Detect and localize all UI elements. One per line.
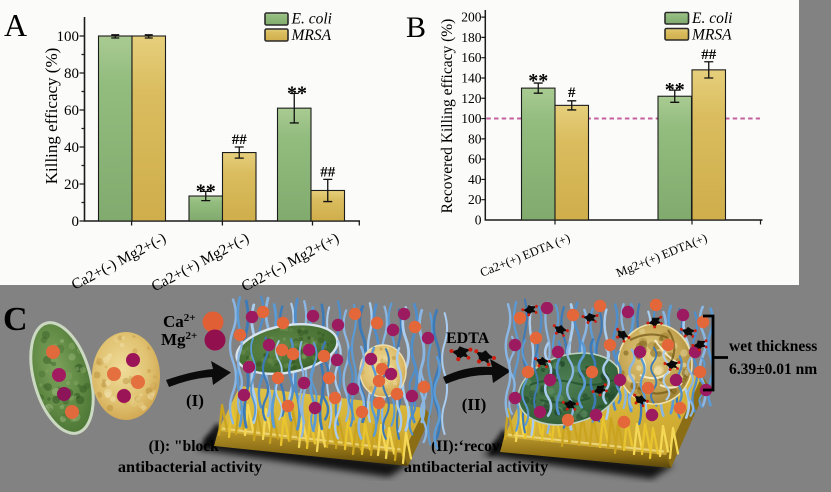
svg-text:120: 120	[461, 91, 482, 106]
svg-text:EDTA: EDTA	[446, 330, 490, 347]
svg-text:antibacterial activity: antibacterial activity	[118, 457, 262, 476]
svg-text:Ca2+: Ca2+	[163, 312, 196, 331]
svg-text:60: 60	[64, 103, 79, 119]
svg-text:##: ##	[701, 47, 717, 63]
svg-text:Killing efficacy (%): Killing efficacy (%)	[42, 48, 61, 185]
svg-text:200: 200	[461, 10, 482, 25]
svg-text:A: A	[4, 7, 27, 43]
svg-text:**: **	[528, 70, 548, 92]
svg-text:180: 180	[461, 30, 482, 45]
svg-text:20: 20	[64, 177, 79, 193]
svg-text:140: 140	[461, 70, 482, 85]
svg-text:##: ##	[232, 132, 248, 148]
svg-text:40: 40	[468, 172, 482, 187]
svg-text:**: **	[196, 181, 216, 203]
svg-text:6.39±0.01 nm: 6.39±0.01 nm	[729, 361, 817, 378]
svg-text:60: 60	[468, 152, 482, 167]
svg-text:80: 80	[468, 131, 482, 146]
svg-text:MRSA: MRSA	[291, 27, 332, 44]
svg-text:80: 80	[64, 66, 79, 82]
svg-text:40: 40	[64, 140, 79, 156]
svg-text:B: B	[406, 11, 426, 44]
svg-text:wet thickness: wet thickness	[729, 338, 817, 355]
svg-text:MRSA: MRSA	[691, 27, 732, 44]
svg-text:**: **	[287, 83, 307, 105]
svg-text:(II): (II)	[462, 395, 487, 414]
svg-text:0: 0	[475, 213, 482, 228]
svg-text:antibacterial activity: antibacterial activity	[404, 457, 548, 476]
svg-text:Mg2+: Mg2+	[161, 330, 197, 349]
svg-text:0: 0	[72, 214, 80, 230]
svg-text:100: 100	[57, 29, 80, 45]
svg-text:##: ##	[320, 165, 336, 181]
svg-text:C: C	[3, 301, 28, 338]
svg-text:#: #	[568, 85, 576, 101]
svg-text:**: **	[665, 79, 685, 101]
svg-text:Recovered Killing efficacy (%): Recovered Killing efficacy (%)	[439, 19, 456, 214]
svg-text:160: 160	[461, 50, 482, 65]
svg-text:E. coli: E. coli	[691, 10, 732, 27]
svg-text:100: 100	[461, 111, 482, 126]
svg-text:(I): (I)	[186, 391, 204, 410]
svg-text:E. coli: E. coli	[291, 11, 332, 28]
svg-text:20: 20	[468, 192, 482, 207]
